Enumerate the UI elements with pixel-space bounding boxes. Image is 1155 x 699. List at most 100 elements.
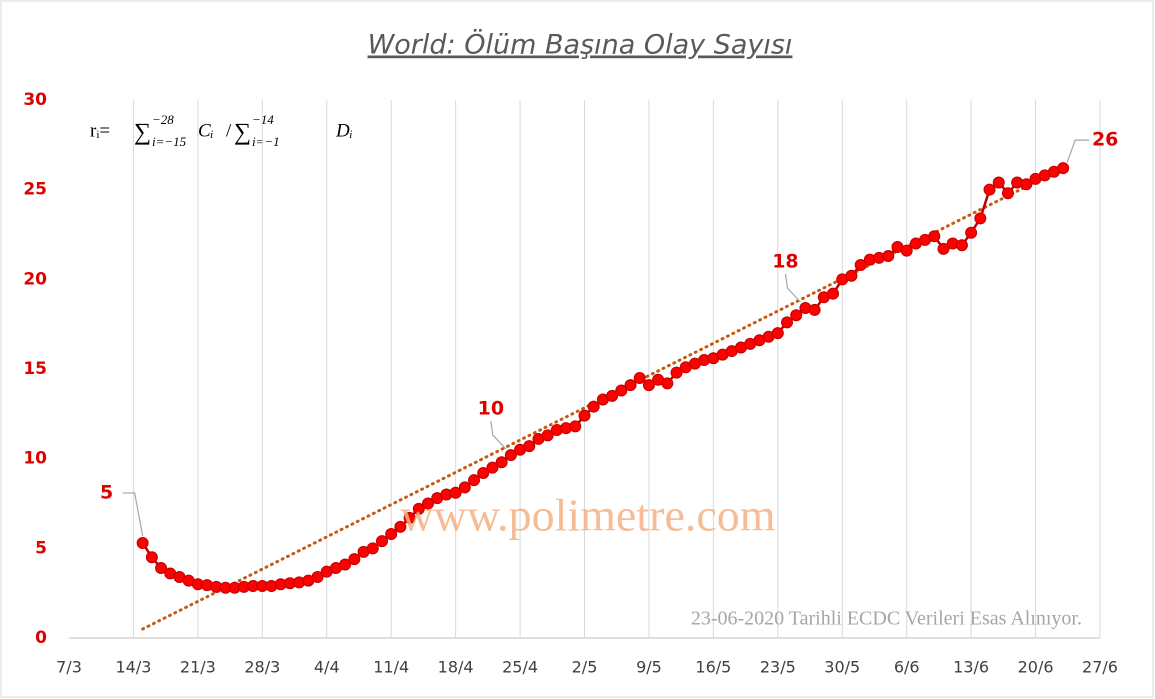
data-point [992, 176, 1005, 189]
data-point [965, 226, 978, 239]
data-point [339, 558, 352, 571]
formula-term: Cᵢ [198, 120, 214, 141]
data-label: 18 [772, 251, 798, 273]
data-point [633, 371, 646, 384]
x-tick-label: 18/4 [438, 658, 474, 677]
data-point [642, 379, 655, 392]
data-point [808, 303, 821, 316]
data-point [670, 366, 683, 379]
formula-sup: −14 [252, 112, 274, 127]
data-point [468, 474, 481, 487]
formula-sub: i=−1 [252, 134, 280, 149]
data-point [145, 551, 158, 564]
data-point [136, 536, 149, 549]
data-point [1001, 187, 1014, 200]
data-point [771, 327, 784, 340]
leader-line [1066, 139, 1090, 163]
data-label: 5 [100, 481, 113, 503]
x-tick-label: 16/5 [695, 658, 731, 677]
x-tick-label: 6/6 [894, 658, 920, 677]
data-point [983, 183, 996, 196]
data-point [974, 212, 987, 225]
formula-lhs: rᵢ= [90, 120, 110, 141]
x-tick-label: 23/5 [760, 658, 796, 677]
data-point [348, 553, 361, 566]
data-point [458, 481, 471, 494]
plot-area [69, 100, 1101, 639]
data-point [578, 409, 591, 422]
data-point [394, 520, 407, 533]
data-point [1057, 162, 1070, 175]
y-tick-label: 25 [23, 180, 47, 200]
data-point [624, 379, 637, 392]
data-point [366, 542, 379, 555]
x-tick-label: 28/3 [244, 658, 280, 677]
y-tick-label: 15 [23, 359, 47, 379]
data-point [412, 502, 425, 515]
data-point [541, 429, 554, 442]
data-point [900, 244, 913, 257]
x-tick-label: 4/4 [314, 658, 340, 677]
y-tick-label: 10 [23, 449, 47, 469]
data-point [781, 316, 794, 329]
data-point [587, 400, 600, 413]
leader-line [122, 492, 144, 537]
x-tick-label: 27/6 [1082, 658, 1118, 677]
data-point [403, 511, 416, 524]
data-point [449, 486, 462, 499]
watermark: www.polimetre.com [400, 490, 775, 541]
formula-sep: / [226, 120, 232, 141]
x-tick-label: 11/4 [373, 658, 409, 677]
x-tick-label: 2/5 [572, 658, 598, 677]
y-tick-label: 20 [23, 269, 47, 289]
data-point [1020, 178, 1033, 191]
leader-line [784, 273, 801, 303]
data-point [928, 230, 941, 243]
data-point [790, 309, 803, 322]
data-point [882, 250, 895, 263]
data-point [155, 562, 168, 575]
chart-title: World: Ölüm Başına Olay Sayısı [368, 29, 793, 61]
data-point [937, 242, 950, 255]
data-point [569, 420, 582, 433]
data-point [311, 571, 324, 584]
formula-sub: i=−15 [152, 134, 187, 149]
data-point [827, 287, 840, 300]
formula-sum: ∑ [134, 120, 151, 146]
x-tick-label: 7/3 [56, 658, 82, 677]
data-point [495, 456, 508, 469]
data-point [422, 497, 435, 510]
data-point [615, 384, 628, 397]
x-tick-label: 20/6 [1018, 658, 1054, 677]
data-point [486, 461, 499, 474]
x-tick-label: 9/5 [636, 658, 662, 677]
leader-line [490, 420, 507, 450]
y-tick-label: 0 [35, 628, 47, 648]
y-tick-label: 5 [35, 538, 47, 558]
data-point [504, 449, 517, 462]
y-tick-label: 30 [23, 90, 47, 110]
formula-sup: −28 [152, 112, 174, 127]
data-point [375, 535, 388, 548]
data-point [845, 269, 858, 282]
formula-term: Dᵢ [335, 120, 353, 141]
data-point [523, 440, 536, 453]
formula: rᵢ= ∑ −28 i=−15 Cᵢ / ∑ −14 i=−1 Dᵢ [90, 112, 353, 149]
x-tick-label: 14/3 [115, 658, 151, 677]
data-point [385, 527, 398, 540]
x-tick-label: 30/5 [824, 658, 860, 677]
x-tick-label: 25/4 [502, 658, 538, 677]
formula-sum: ∑ [234, 120, 251, 146]
source-note: 23-06-2020 Tarihli ECDC Verileri Esas Al… [691, 608, 1082, 630]
data-label: 10 [478, 398, 504, 420]
x-tick-label: 21/3 [180, 658, 216, 677]
x-tick-label: 13/6 [953, 658, 989, 677]
data-point [955, 239, 968, 252]
data-point [854, 258, 867, 271]
data-point [606, 389, 619, 402]
data-point [661, 377, 674, 390]
data-label: 26 [1092, 129, 1118, 151]
data-point [477, 467, 490, 480]
